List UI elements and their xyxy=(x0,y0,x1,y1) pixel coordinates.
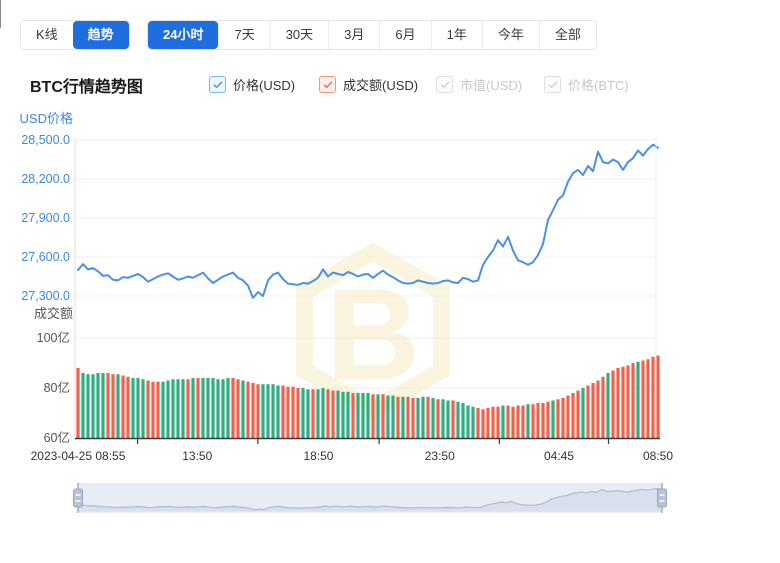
svg-text:04:45: 04:45 xyxy=(544,449,574,463)
tab-3m[interactable]: 3月 xyxy=(328,21,380,49)
checkbox-checked-icon xyxy=(209,76,226,93)
navigator[interactable] xyxy=(73,483,667,513)
svg-text:80亿: 80亿 xyxy=(44,380,70,395)
svg-text:18:50: 18:50 xyxy=(303,449,333,463)
page-title: BTC行情趋势图 xyxy=(30,79,143,96)
checkbox-disabled-icon xyxy=(436,76,453,93)
svg-text:27,300.0: 27,300.0 xyxy=(21,289,70,303)
svg-text:27,600.0: 27,600.0 xyxy=(21,250,70,264)
checkbox-disabled-icon xyxy=(544,76,561,93)
tab-all[interactable]: 全部 xyxy=(538,21,596,49)
legend-label: 价格(USD) xyxy=(233,78,296,93)
svg-text:B: B xyxy=(326,261,420,407)
legend-label: 价格(BTC) xyxy=(568,78,629,93)
tab-24h[interactable]: 24小时 xyxy=(148,21,219,49)
tab-7d[interactable]: 7天 xyxy=(218,21,270,49)
svg-text:2023-04-25 08:55: 2023-04-25 08:55 xyxy=(31,449,126,463)
svg-text:27,900.0: 27,900.0 xyxy=(21,211,70,225)
chart-type-tabs: K线 趋势 xyxy=(20,20,130,50)
svg-text:USD价格: USD价格 xyxy=(20,111,73,126)
svg-text:成交额: 成交额 xyxy=(34,306,73,321)
tab-30d[interactable]: 30天 xyxy=(269,21,329,49)
legend-checkbox-price-usd[interactable]: 价格(USD) xyxy=(209,75,295,94)
volume-bars[interactable] xyxy=(76,355,660,439)
legend-label: 市值(USD) xyxy=(460,78,523,93)
tab-6m[interactable]: 6月 xyxy=(379,21,431,49)
legend-checkbox-marketcap-usd[interactable]: 市值(USD) xyxy=(436,75,522,94)
legend-label: 成交额(USD) xyxy=(343,78,419,93)
svg-text:28,200.0: 28,200.0 xyxy=(21,172,70,186)
svg-text:100亿: 100亿 xyxy=(37,330,70,345)
svg-text:08:50: 08:50 xyxy=(643,449,673,463)
tab-trend[interactable]: 趋势 xyxy=(72,21,129,49)
svg-text:28,500.0: 28,500.0 xyxy=(21,133,70,147)
svg-text:23:50: 23:50 xyxy=(425,449,455,463)
gridlines xyxy=(75,139,656,389)
checkbox-checked-icon xyxy=(319,76,336,93)
tab-kline[interactable]: K线 xyxy=(21,21,73,49)
legend-checkbox-price-btc[interactable]: 价格(BTC) xyxy=(544,75,629,94)
navigator-left-handle[interactable] xyxy=(73,483,83,513)
price-axis-labels: USD价格 28,500.0 28,200.0 27,900.0 27,600.0 27,… xyxy=(20,111,73,303)
legend-checkbox-volume-usd[interactable]: 成交额(USD) xyxy=(319,75,418,94)
tab-1y[interactable]: 1年 xyxy=(430,21,482,49)
svg-text:60亿: 60亿 xyxy=(44,430,70,445)
volume-axis-labels: 成交额 100亿 80亿 60亿 xyxy=(34,306,73,445)
tab-ytd[interactable]: 今年 xyxy=(481,21,539,49)
axes xyxy=(74,138,660,444)
time-range-tabs: 24小时 7天 30天 3月 6月 1年 今年 全部 xyxy=(147,20,597,50)
svg-text:13:50: 13:50 xyxy=(182,449,212,463)
watermark-logo: B xyxy=(296,242,450,420)
navigator-right-handle[interactable] xyxy=(657,483,667,513)
x-axis-labels: 2023-04-25 08:55 13:50 18:50 23:50 04:45 08:5… xyxy=(31,449,674,463)
price-line[interactable] xyxy=(77,143,659,299)
chart-header: BTC行情趋势图 价格(USD) 成交额(USD) 市值(USD) 价格(BTC… xyxy=(0,70,780,96)
page-edge-line xyxy=(0,0,1,28)
